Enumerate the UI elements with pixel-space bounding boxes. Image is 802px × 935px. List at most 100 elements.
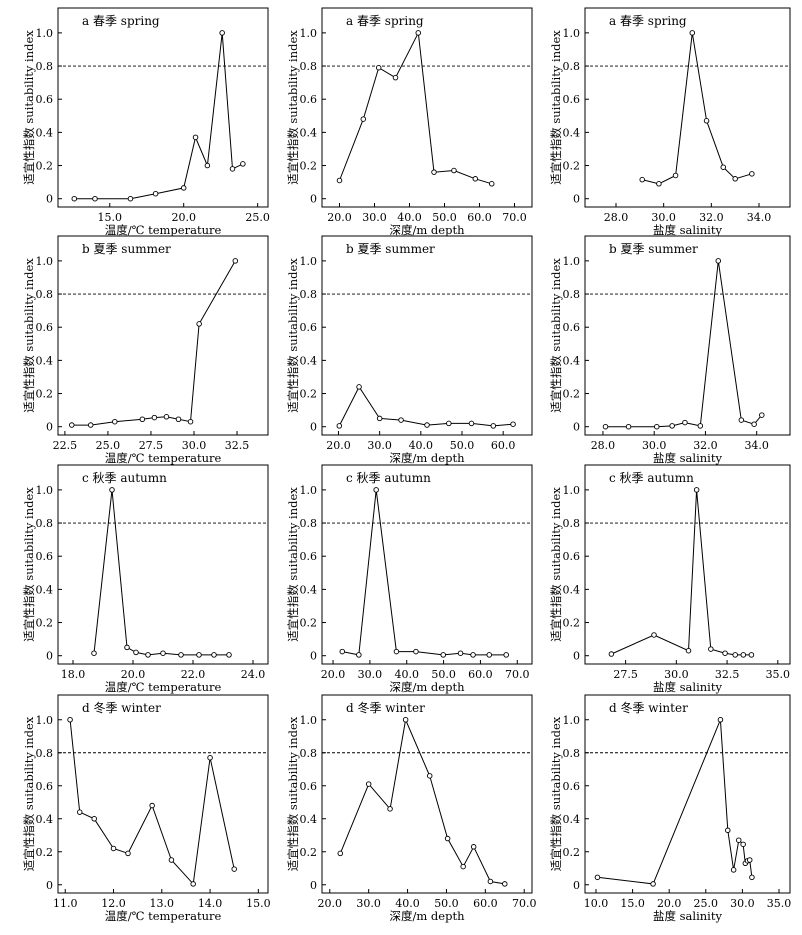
- y-tick-label: 0.4: [36, 354, 54, 367]
- data-point: [608, 651, 615, 657]
- data-point: [127, 195, 134, 202]
- series-line: [339, 718, 505, 885]
- panel-title: a 春季 spring: [609, 14, 687, 28]
- x-tick-label: 32.5: [225, 439, 250, 452]
- data-point: [125, 850, 131, 857]
- plot-frame: [57, 464, 269, 665]
- x-axis-label: 盐度 salinity: [653, 909, 722, 923]
- x-tick-label: 28.0: [604, 211, 629, 224]
- x-tick-label: 30.0: [651, 211, 676, 224]
- data-point: [109, 487, 115, 493]
- y-tick-label: 0.8: [36, 60, 54, 73]
- x-tick-label: 15.0: [246, 897, 271, 910]
- y-tick-label: 1.0: [563, 484, 581, 497]
- data-point: [192, 134, 199, 141]
- x-tick-label: 35.0: [767, 897, 792, 910]
- x-tick-label: 25.0: [245, 211, 270, 224]
- y-tick-label: 0.2: [563, 617, 581, 630]
- y-axis-label: 适宜性指数 suitability index: [22, 258, 36, 413]
- y-axis-label: 适宜性指数 suitability index: [286, 716, 300, 871]
- y-axis-label: 适宜性指数 suitability index: [549, 487, 563, 642]
- x-tick-label: 15.0: [98, 211, 123, 224]
- panel-title: b 夏季 summer: [609, 242, 698, 256]
- data-point: [468, 420, 475, 427]
- x-tick-label: 30.0: [358, 668, 383, 681]
- y-tick-label: 1.0: [300, 484, 318, 497]
- data-point: [685, 647, 692, 654]
- panel-11: 0 0.2 0.4 0.6 0.8 1.0 20.0 30.0 40.0 50.0 60.0 70.0…: [286, 694, 536, 923]
- panel-title: a 春季 spring: [346, 14, 424, 28]
- y-tick-label: 0.6: [300, 780, 318, 793]
- data-point: [152, 190, 159, 197]
- data-point: [360, 116, 367, 122]
- data-point: [196, 652, 202, 658]
- y-tick-label: 0.8: [563, 288, 581, 301]
- series-line: [611, 489, 752, 656]
- x-tick-label: 50.0: [434, 897, 459, 910]
- plot-frame: [321, 235, 533, 436]
- y-tick-label: 0.2: [36, 388, 54, 401]
- data-point: [736, 837, 742, 843]
- data-point: [682, 419, 688, 426]
- data-point: [337, 850, 344, 857]
- data-point: [651, 632, 657, 638]
- data-point: [470, 652, 476, 658]
- y-tick-label: 0.2: [563, 846, 581, 859]
- x-tick-label: 70.0: [505, 668, 530, 681]
- x-tick-label: 35.0: [766, 668, 791, 681]
- y-tick-label: 0.4: [563, 583, 581, 596]
- y-tick-label: 0.4: [36, 126, 54, 139]
- x-tick-label: 24.0: [241, 668, 266, 681]
- x-axis-label: 深度/m depth: [390, 680, 466, 694]
- data-point: [487, 878, 494, 885]
- y-tick-label: 0.6: [563, 93, 581, 106]
- data-point: [365, 781, 372, 787]
- x-tick-label: 50.0: [431, 668, 456, 681]
- y-tick-label: 0: [46, 421, 53, 434]
- data-point: [746, 857, 753, 863]
- x-tick-label: 60.0: [468, 668, 493, 681]
- data-point: [231, 866, 237, 872]
- x-tick-label: 25.0: [694, 897, 719, 910]
- y-tick-label: 0.6: [36, 550, 54, 563]
- panel-3: 0 0.2 0.4 0.6 0.8 1.0 28.0 30.0 32.0 34.0 a 春季 spr…: [549, 7, 791, 237]
- y-tick-label: 1.0: [563, 255, 581, 268]
- data-point: [110, 845, 117, 852]
- x-axis-label: 深度/m depth: [390, 451, 466, 465]
- data-point: [748, 652, 755, 658]
- data-point: [730, 867, 737, 873]
- data-point: [451, 167, 457, 174]
- data-point: [91, 650, 97, 656]
- data-point: [112, 418, 118, 425]
- plot-frame: [321, 464, 533, 665]
- data-point: [470, 844, 477, 850]
- y-tick-label: 1.0: [36, 714, 54, 727]
- x-tick-label: 32.0: [693, 439, 718, 452]
- x-tick-label: 12.0: [101, 897, 126, 910]
- data-point: [732, 176, 738, 182]
- data-point: [440, 652, 446, 658]
- data-point: [168, 857, 175, 863]
- y-tick-label: 0.2: [36, 160, 54, 173]
- y-tick-label: 0.8: [36, 747, 54, 760]
- x-axis-label: 盐度 salinity: [653, 223, 722, 237]
- data-point: [160, 650, 166, 656]
- data-point: [725, 827, 731, 834]
- x-tick-label: 32.0: [699, 211, 724, 224]
- x-axis-label: 温度/℃ temperature: [105, 909, 222, 923]
- y-tick-label: 0.4: [563, 126, 581, 139]
- y-axis-label: 适宜性指数 suitability index: [549, 258, 563, 413]
- y-axis-label: 适宜性指数 suitability index: [286, 487, 300, 642]
- data-point: [460, 863, 466, 870]
- y-tick-label: 0.2: [563, 388, 581, 401]
- panel-title: d 冬季 winter: [346, 700, 425, 715]
- data-point: [446, 420, 452, 427]
- y-axis-label: 适宜性指数 suitability index: [22, 716, 36, 871]
- panel-title: c 秋季 autumn: [82, 471, 167, 485]
- data-point: [402, 717, 409, 723]
- series-line: [642, 32, 753, 185]
- x-tick-label: 10.0: [584, 897, 609, 910]
- data-point: [124, 644, 130, 651]
- series-line: [605, 260, 763, 428]
- y-tick-label: 0.8: [300, 747, 318, 760]
